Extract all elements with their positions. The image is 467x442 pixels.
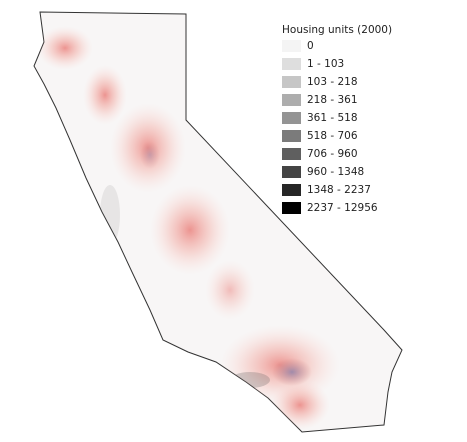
legend-label: 960 - 1348 [307,166,364,178]
legend-swatch [282,166,301,178]
legend-swatch [282,148,301,160]
legend-swatch [282,202,301,214]
legend-swatch [282,76,301,88]
legend-label: 1348 - 2237 [307,184,371,196]
legend-swatch [282,184,301,196]
legend-label: 706 - 960 [307,148,358,160]
legend-swatch [282,40,301,52]
legend-label: 2237 - 12956 [307,202,378,214]
legend-swatch [282,112,301,124]
legend-label: 1 - 103 [307,58,344,70]
legend-swatch [282,58,301,70]
legend-label: 361 - 518 [307,112,358,124]
heat-layer [37,26,340,430]
legend-label: 0 [307,40,314,52]
legend-label: 103 - 218 [307,76,358,88]
legend-label: 218 - 361 [307,94,358,106]
legend-title: Housing units (2000) [282,24,392,36]
legend-label: 518 - 706 [307,130,358,142]
legend-swatch [282,130,301,142]
legend-swatch [282,94,301,106]
legend: 0 1 - 103 103 - 218 218 - 361 361 - 518 518 -… [282,40,378,214]
